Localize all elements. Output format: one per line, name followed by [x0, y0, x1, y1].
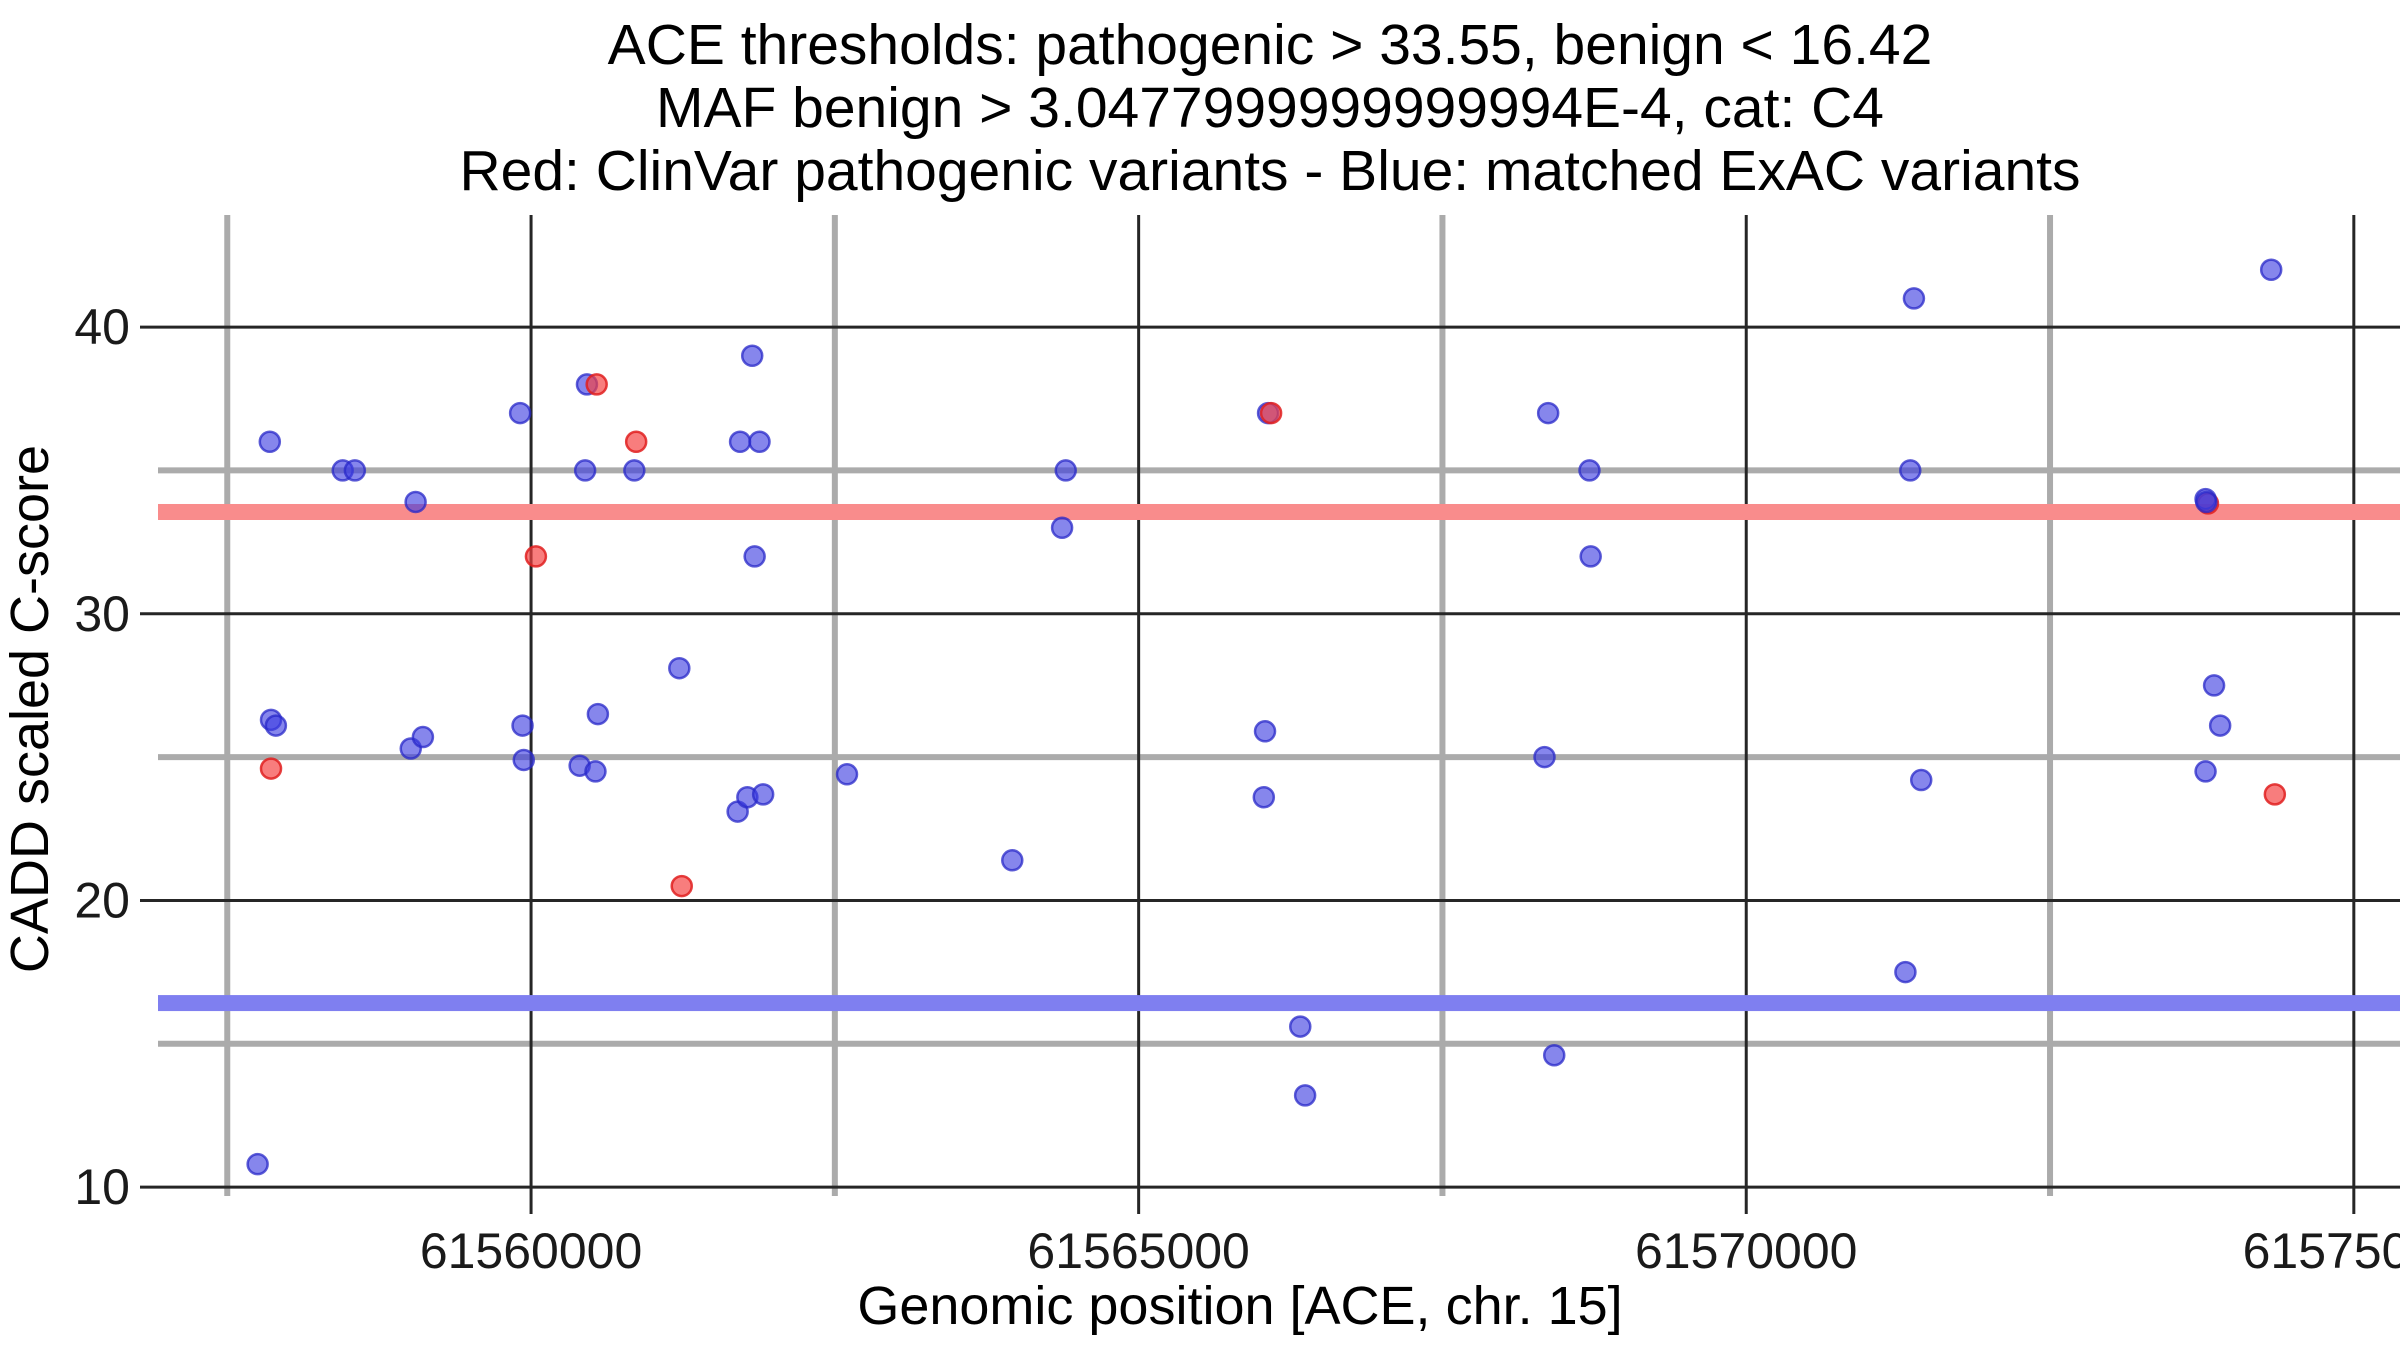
exac-variant-point — [1899, 459, 1922, 482]
exac-variant-point — [1894, 960, 1917, 984]
x-tick-label: 61560000 — [420, 1223, 642, 1279]
clinvar-pathogenic-point — [1259, 401, 1283, 425]
y-axis-title: CADD scaled C-score — [0, 445, 60, 973]
exac-variant-point — [1289, 1015, 1312, 1038]
exac-variant-point — [623, 459, 646, 482]
y-tick-label: 20 — [74, 872, 130, 928]
exac-variant-point — [748, 430, 771, 454]
exac-variant-point — [1533, 745, 1556, 769]
exac-variant-point — [1253, 720, 1277, 743]
exac-variant-point — [743, 545, 766, 568]
x-tick-label: 61570000 — [1635, 1223, 1857, 1279]
x-axis-title: Genomic position [ACE, chr. 15] — [857, 1276, 1622, 1336]
y-tick-label: 10 — [74, 1159, 130, 1215]
exac-variant-point — [586, 702, 610, 726]
exac-variant-point — [668, 656, 691, 680]
exac-variant-point — [258, 430, 282, 454]
clinvar-pathogenic-point — [259, 757, 283, 780]
exac-variant-point — [2208, 714, 2232, 737]
chart-title-line-3: Red: ClinVar pathogenic variants - Blue:… — [459, 139, 2080, 203]
exac-variant-point — [1293, 1084, 1317, 1107]
exac-variant-point — [751, 783, 775, 806]
benign-threshold-band — [158, 995, 2400, 1012]
axis-tick-labels: 61560000 61565000 61570000 61575000 10 20 30 40 — [74, 299, 2400, 1279]
exac-variant-point — [573, 459, 597, 482]
exac-variant-point — [343, 459, 367, 482]
exac-variant-point — [2259, 258, 2283, 282]
x-tick-label: 61565000 — [1027, 1223, 1249, 1279]
clinvar-pathogenic-point — [670, 874, 693, 898]
exac-variant-point — [584, 760, 607, 783]
exac-variant-point — [1050, 516, 1074, 540]
data-points — [246, 258, 2287, 1176]
exac-variant-point — [1909, 768, 1933, 792]
y-tick-label: 40 — [74, 299, 130, 355]
pathogenic-threshold-band — [158, 503, 2400, 520]
exac-variant-point — [1252, 785, 1276, 809]
exac-variant-point — [1902, 287, 1926, 310]
exac-variant-point — [508, 401, 532, 425]
clinvar-pathogenic-point — [524, 545, 548, 568]
axis-ticks — [140, 325, 2356, 1214]
clinvar-pathogenic-point — [624, 430, 648, 454]
exac-variant-point — [411, 725, 435, 749]
exac-variant-point — [740, 344, 764, 368]
exac-variant-point — [835, 763, 859, 786]
gridlines — [158, 215, 2400, 1196]
clinvar-pathogenic-point — [2263, 783, 2287, 806]
exac-variant-point — [1542, 1043, 1566, 1067]
exac-variant-point — [1054, 459, 1077, 482]
exac-variant-point — [1536, 401, 1560, 425]
x-tick-label: 61575000 — [2243, 1223, 2400, 1279]
exac-variant-point — [2202, 674, 2226, 697]
exac-variant-point — [511, 714, 534, 737]
chart-title-line-2: MAF benign > 3.0477999999999994E-4, cat:… — [656, 76, 1884, 140]
clinvar-pathogenic-point — [585, 373, 608, 396]
exac-variant-point — [2194, 760, 2217, 783]
y-tick-label: 30 — [74, 586, 130, 642]
threshold-bands — [158, 503, 2400, 1012]
exac-variant-point — [1001, 849, 1024, 872]
exac-variant-point — [728, 430, 752, 454]
exac-variant-point — [246, 1152, 269, 1176]
exac-variant-point — [264, 714, 288, 737]
exac-variant-point — [2195, 490, 2218, 514]
chart-title-line-1: ACE thresholds: pathogenic > 33.55, beni… — [608, 13, 1933, 77]
exac-variant-point — [1579, 545, 1602, 568]
exac-variant-point — [1578, 459, 1601, 482]
exac-variant-point — [512, 748, 536, 772]
exac-variant-point — [404, 490, 427, 514]
